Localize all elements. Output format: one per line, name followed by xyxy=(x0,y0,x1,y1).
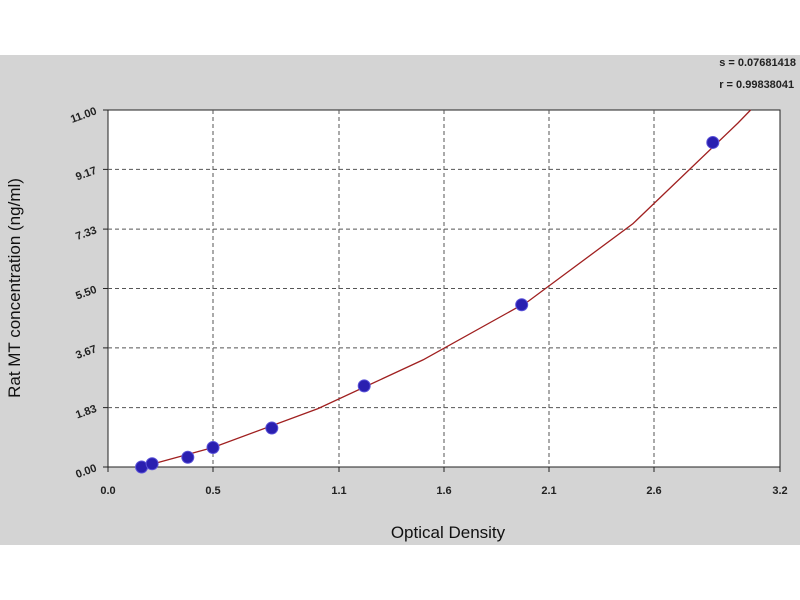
y-tick-label: 7.33 xyxy=(74,224,98,243)
x-tick-label: 2.6 xyxy=(646,485,661,497)
data-point xyxy=(145,457,159,471)
fit-curve xyxy=(141,109,752,468)
y-tick-label: 11.00 xyxy=(69,105,98,125)
x-tick-label: 1.1 xyxy=(331,485,346,497)
x-tick-label: 3.2 xyxy=(772,485,787,497)
data-point xyxy=(515,298,529,312)
data-point xyxy=(206,441,220,455)
y-axis-label: Rat MT concentration (ng/ml) xyxy=(5,178,24,398)
x-axis-ticks: 0.0 0.5 1.1 1.6 2.1 2.6 3.2 xyxy=(100,467,788,497)
x-tick-label: 1.6 xyxy=(436,485,451,497)
y-tick-label: 0.00 xyxy=(74,462,98,481)
data-point xyxy=(706,135,720,149)
fit-r-value: r = 0.99838041 xyxy=(719,79,795,91)
fit-statistics: s = 0.07681418 r = 0.99838041 xyxy=(719,52,796,96)
y-tick-label: 5.50 xyxy=(74,284,98,303)
y-axis-ticks: 0.00 1.83 3.67 5.50 7.33 9.17 11.00 xyxy=(69,105,108,481)
x-tick-label: 2.1 xyxy=(541,485,556,497)
data-point xyxy=(265,421,279,435)
x-tick-label: 0.5 xyxy=(205,485,220,497)
fit-s-value: s = 0.07681418 xyxy=(719,57,796,69)
data-points xyxy=(135,135,720,474)
data-point xyxy=(181,450,195,464)
grid-lines xyxy=(108,110,780,467)
y-tick-label: 9.17 xyxy=(74,165,98,184)
data-point xyxy=(357,379,371,393)
y-tick-label: 3.67 xyxy=(74,343,98,362)
x-tick-label: 0.0 xyxy=(100,485,115,497)
y-tick-label: 1.83 xyxy=(74,403,98,422)
x-axis-label: Optical Density xyxy=(391,523,506,542)
